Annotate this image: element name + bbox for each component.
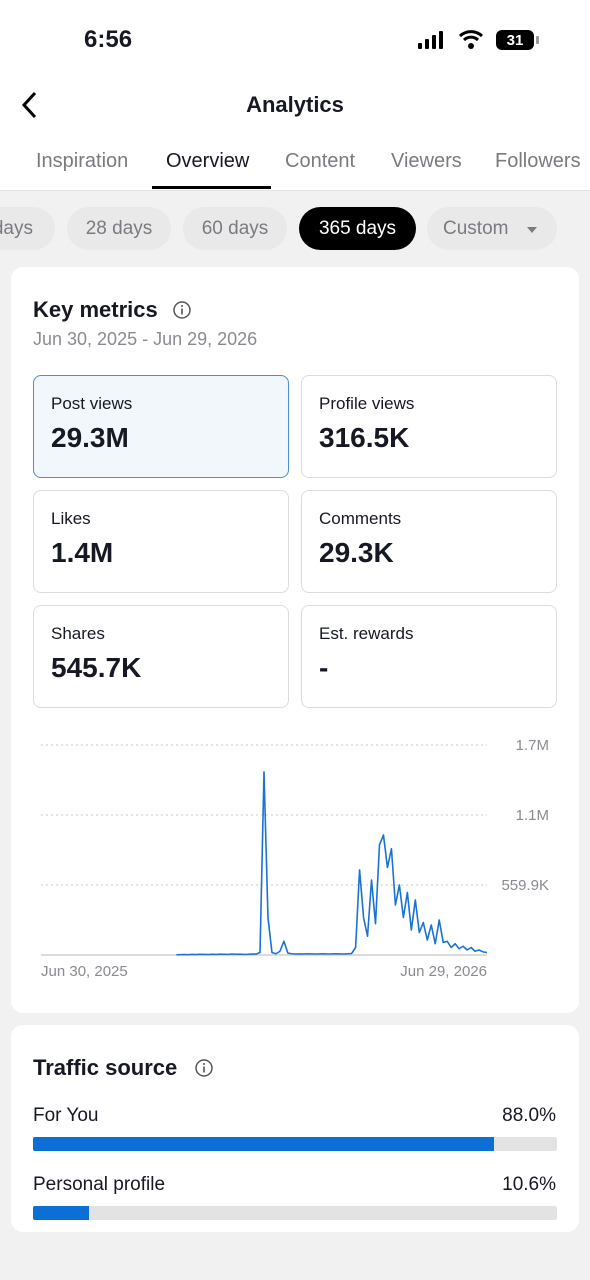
tab[interactable]: Viewers (391, 150, 462, 172)
tab-indicator (152, 186, 271, 189)
source-percent: 88.0% (502, 1105, 556, 1126)
chip[interactable]: 28 days (67, 207, 171, 250)
metric-value: 29.3M (51, 422, 129, 453)
back-button[interactable] (18, 90, 42, 120)
dropdown-arrow (526, 227, 537, 233)
metric-label: Shares (51, 624, 105, 643)
chip[interactable]: 365 days (299, 207, 416, 250)
metric-label: Comments (319, 509, 402, 528)
metric-box[interactable]: Profile views 316.5K (301, 375, 557, 478)
key-metrics-card: Key metrics Jun 30, 2025 - Jun 29, 2026 … (11, 267, 579, 1013)
tab[interactable]: Inspiration (36, 150, 129, 172)
metric-box[interactable]: Est. rewards - (301, 605, 557, 708)
source-name: Personal profile (33, 1174, 166, 1195)
tab[interactable]: Overview (166, 150, 250, 172)
y-tick-label: 1.7M (516, 737, 549, 754)
status-icons: 31 (418, 30, 539, 50)
progress-track (33, 1206, 557, 1220)
date-range-chips: 7 days 28 days 60 days 365 days Custom (0, 190, 590, 266)
status-time: 6:56 (84, 26, 133, 53)
chart: 559.9K 1.1M 1.7M Jun 30, 2025 Jun 29, 2026 (41, 737, 549, 980)
y-tick-label: 559.9K (501, 877, 549, 894)
chip[interactable]: 7 days (0, 207, 55, 250)
progress-track (33, 1137, 557, 1151)
metric-label: Profile views (319, 394, 415, 413)
x-tick-label: Jun 30, 2025 (41, 963, 128, 980)
chip[interactable]: Custom (427, 207, 557, 250)
metric-label: Post views (51, 394, 133, 413)
info-icon[interactable] (172, 300, 192, 320)
metric-box[interactable]: Comments 29.3K (301, 490, 557, 593)
tab[interactable]: Content (285, 150, 356, 172)
battery-level: 31 (507, 32, 524, 49)
y-tick-label: 1.1M (516, 807, 549, 824)
x-tick-label: Jun 29, 2026 (400, 963, 487, 980)
card-title: Traffic source (33, 1055, 178, 1080)
metric-value: 29.3K (319, 537, 394, 568)
metric-value: - (319, 652, 329, 683)
page-title: Analytics (246, 92, 344, 117)
source-name: For You (33, 1105, 99, 1126)
date-range: Jun 30, 2025 - Jun 29, 2026 (33, 329, 258, 349)
card-title: Key metrics (33, 297, 158, 322)
chip[interactable]: 60 days (183, 207, 287, 250)
metric-box[interactable]: Post views 29.3M (33, 375, 289, 478)
metric-value: 1.4M (51, 537, 114, 568)
progress-bar (33, 1137, 495, 1151)
source-percent: 10.6% (502, 1174, 556, 1195)
tab-bar: Inspiration Overview Content Viewers Fol… (0, 0, 590, 190)
metric-label: Est. rewards (319, 624, 414, 643)
top-bar: 6:56 31 Analytics Inspiration Overview C… (0, 0, 590, 191)
data-line (176, 771, 488, 956)
info-icon[interactable] (194, 1058, 214, 1078)
metric-value: 316.5K (319, 422, 410, 453)
metric-label: Likes (51, 509, 91, 528)
chip-label: Custom (443, 218, 509, 239)
metric-box[interactable]: Likes 1.4M (33, 490, 289, 593)
progress-bar (33, 1206, 89, 1220)
traffic-source-card: Traffic source For You 88.0% Personal prof… (11, 1025, 579, 1232)
tab[interactable]: Followers (495, 150, 581, 172)
metric-box[interactable]: Shares 545.7K (33, 605, 289, 708)
metric-value: 545.7K (51, 652, 142, 683)
